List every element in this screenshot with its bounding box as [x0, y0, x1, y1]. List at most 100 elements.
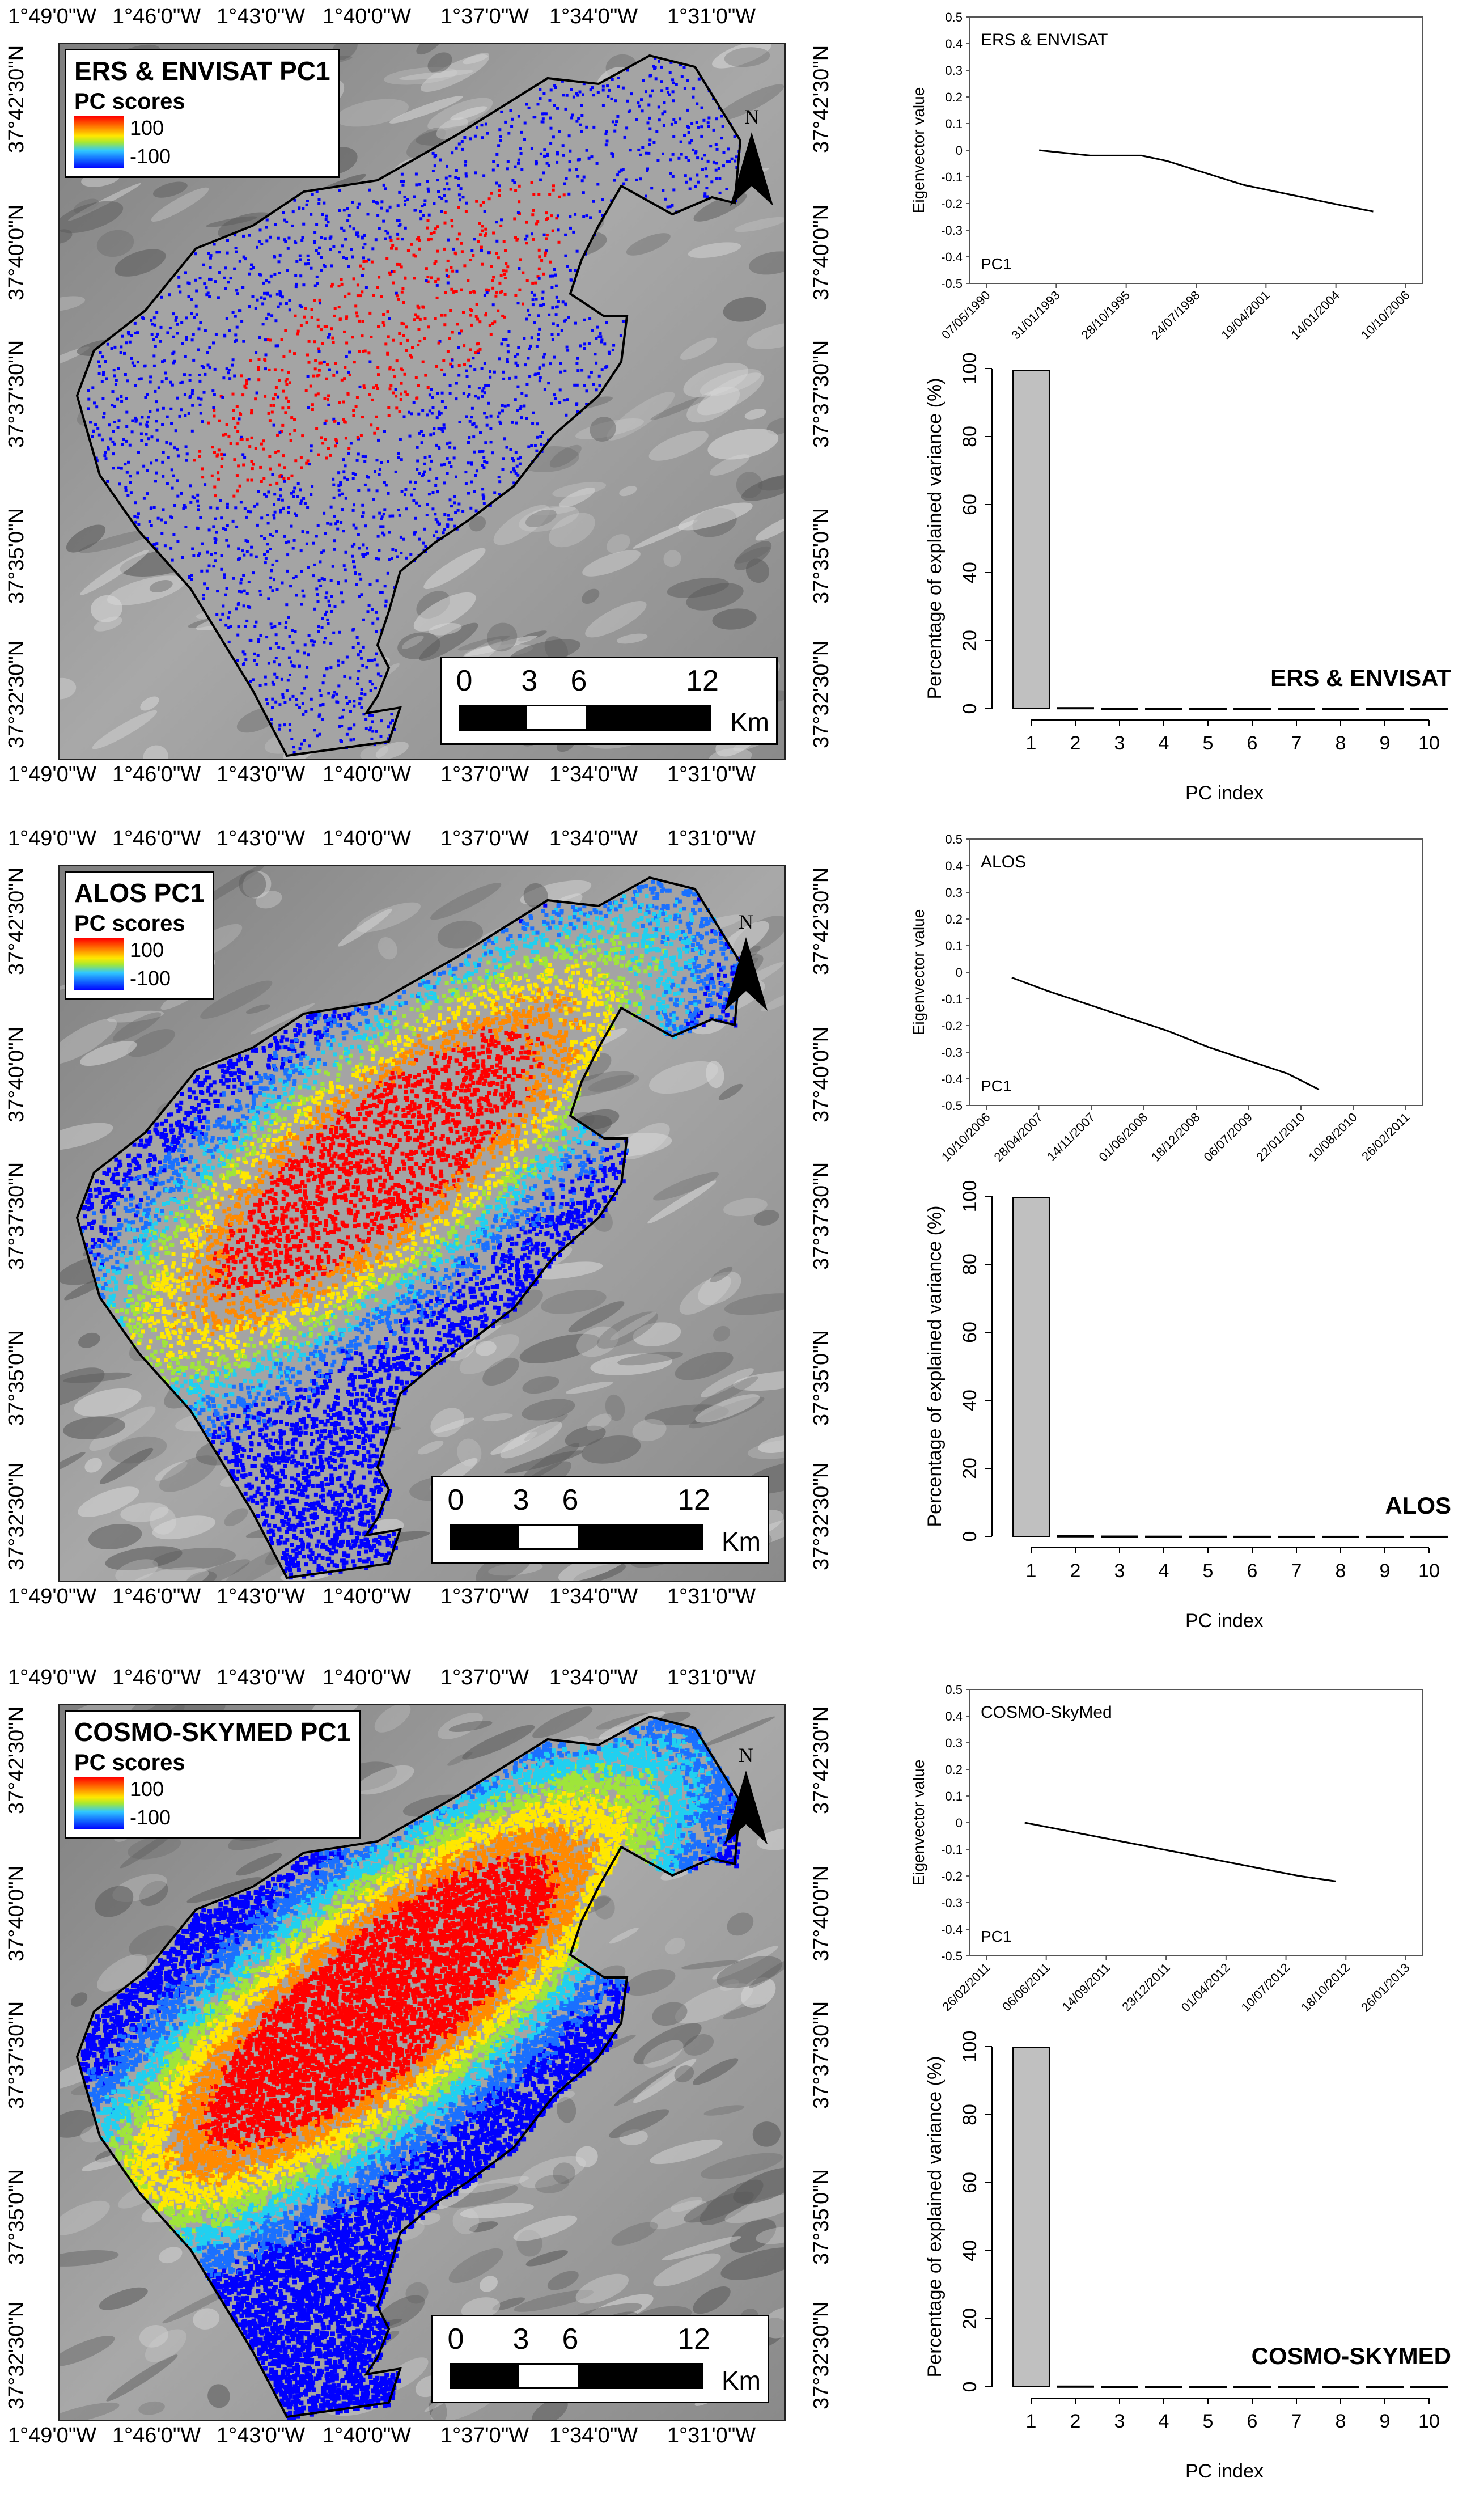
- legend-label: PC scores: [74, 89, 330, 114]
- terrain-relief: [518, 505, 579, 532]
- x-tick-label: 2: [1070, 732, 1081, 754]
- terrain-relief: [557, 2097, 576, 2123]
- terrain-relief: [70, 1992, 88, 2007]
- x-tick-label: 6: [1247, 732, 1258, 754]
- variance-bar: [1057, 2385, 1094, 2388]
- terrain-relief: [174, 1559, 250, 1581]
- y-tick-label: 0: [959, 704, 981, 714]
- terrain-relief: [406, 127, 446, 158]
- terrain-relief: [60, 2110, 96, 2138]
- variance-bar: [1057, 707, 1094, 710]
- terrain-relief: [724, 2193, 784, 2223]
- x-tick-label: 06/07/2009: [1201, 1110, 1255, 1164]
- terrain-relief: [73, 198, 99, 214]
- terrain-relief: [115, 249, 166, 277]
- map-panel-cosmo-skymed: COSMO-SKYMED PC1 PC scores 100 -100 0 3 …: [0, 1661, 839, 2466]
- terrain-relief: [734, 541, 772, 570]
- latitude-label: 37°42'30"N: [809, 45, 834, 153]
- terrain-relief: [766, 418, 784, 435]
- variance-bar: [1012, 1197, 1050, 1537]
- longitude-label: 1°49'0"W: [8, 5, 96, 29]
- terrain-relief: [417, 1441, 444, 1455]
- x-tick-label: 4: [1159, 732, 1169, 754]
- x-tick-label: 9: [1380, 1560, 1391, 1582]
- longitude-label: 1°31'0"W: [667, 1585, 756, 1609]
- terrain-relief: [105, 1546, 183, 1570]
- hillshade-map: [60, 866, 784, 1581]
- terrain-relief: [480, 2276, 498, 2292]
- y-tick-label: 80: [959, 2104, 981, 2125]
- y-tick-label: 40: [959, 1390, 981, 1411]
- x-tick-label: 10/10/2006: [1358, 288, 1413, 342]
- terrain-relief: [60, 1367, 105, 1409]
- y-tick-label: -0.1: [941, 1843, 963, 1857]
- terrain-relief: [482, 1357, 519, 1386]
- terrain-relief: [727, 1912, 754, 1936]
- pc-score-points: [80, 879, 744, 1580]
- terrain-relief: [596, 1311, 658, 1349]
- map-legend: COSMO-SKYMED PC1 PC scores 100 -100: [65, 1710, 361, 1839]
- terrain-relief: [193, 2308, 220, 2330]
- terrain-relief: [457, 636, 510, 651]
- terrain-relief: [701, 1368, 754, 1397]
- scale-bar: 0 3 6 12 Km: [431, 1476, 769, 1564]
- terrain-relief: [662, 2236, 741, 2261]
- terrain-relief: [733, 1371, 784, 1391]
- terrain-relief: [679, 1275, 731, 1315]
- series-label: PC1: [981, 255, 1011, 273]
- terrain-relief: [588, 1074, 640, 1092]
- terrain-relief: [376, 2295, 425, 2330]
- y-tick-label: 0.4: [945, 859, 963, 873]
- longitude-label: 1°37'0"W: [440, 763, 529, 787]
- terrain-relief: [744, 409, 766, 420]
- terrain-relief: [416, 44, 442, 55]
- terrain-relief: [60, 2250, 119, 2267]
- terrain-relief: [605, 1394, 625, 1421]
- variance-bar: [1366, 2386, 1404, 2388]
- terrain-relief: [735, 546, 770, 564]
- terrain-relief: [614, 2066, 677, 2106]
- terrain-relief: [127, 1029, 175, 1057]
- terrain-relief: [469, 516, 486, 532]
- legend-max-value: 100: [130, 116, 171, 140]
- y-axis-label: Percentage of explained variance (%): [924, 1206, 946, 1527]
- terrain-relief: [360, 744, 388, 759]
- terrain-relief: [78, 1486, 139, 1517]
- terrain-relief: [504, 1450, 583, 1474]
- terrain-relief: [419, 622, 478, 662]
- terrain-relief: [700, 2153, 783, 2179]
- series-label: PC1: [981, 1928, 1011, 1945]
- terrain-relief: [186, 1571, 217, 1581]
- terrain-relief: [675, 1983, 753, 2024]
- hillshade-map: [60, 1705, 784, 2420]
- terrain-relief: [430, 883, 502, 920]
- terrain-relief: [60, 1123, 113, 1151]
- terrain-relief: [686, 386, 740, 423]
- terrain-relief: [429, 2396, 447, 2420]
- north-label: N: [739, 1744, 753, 1767]
- latitude-label: 37°32'30"N: [809, 2302, 834, 2409]
- terrain-relief: [405, 2282, 429, 2304]
- x-tick-label: 23/12/2011: [1119, 1960, 1172, 2014]
- terrain-relief: [575, 2146, 598, 2167]
- longitude-label: 1°43'0"W: [217, 5, 305, 29]
- y-tick-label: 0.3: [945, 63, 963, 78]
- terrain-relief: [683, 362, 749, 397]
- basin-outline: [75, 54, 742, 757]
- terrain-relief: [159, 1455, 217, 1492]
- terrain-relief: [74, 1388, 142, 1417]
- terrain-relief: [610, 1312, 656, 1341]
- latitude-label: 37°40'0"N: [809, 1866, 834, 1962]
- terrain-relief: [60, 1018, 117, 1065]
- terrain-relief: [338, 908, 392, 947]
- legend-min-value: -100: [130, 1806, 171, 1829]
- latitude-label: 37°40'0"N: [809, 205, 834, 300]
- terrain-relief: [460, 2203, 534, 2218]
- y-tick-label: -0.3: [941, 1896, 963, 1910]
- scale-tick-0: 0: [456, 664, 473, 698]
- terrain-relief: [755, 515, 784, 541]
- terrain-relief: [582, 550, 641, 577]
- terrain-relief: [689, 1396, 765, 1429]
- longitude-label: 1°49'0"W: [8, 763, 96, 787]
- terrain-relief: [758, 1435, 784, 1453]
